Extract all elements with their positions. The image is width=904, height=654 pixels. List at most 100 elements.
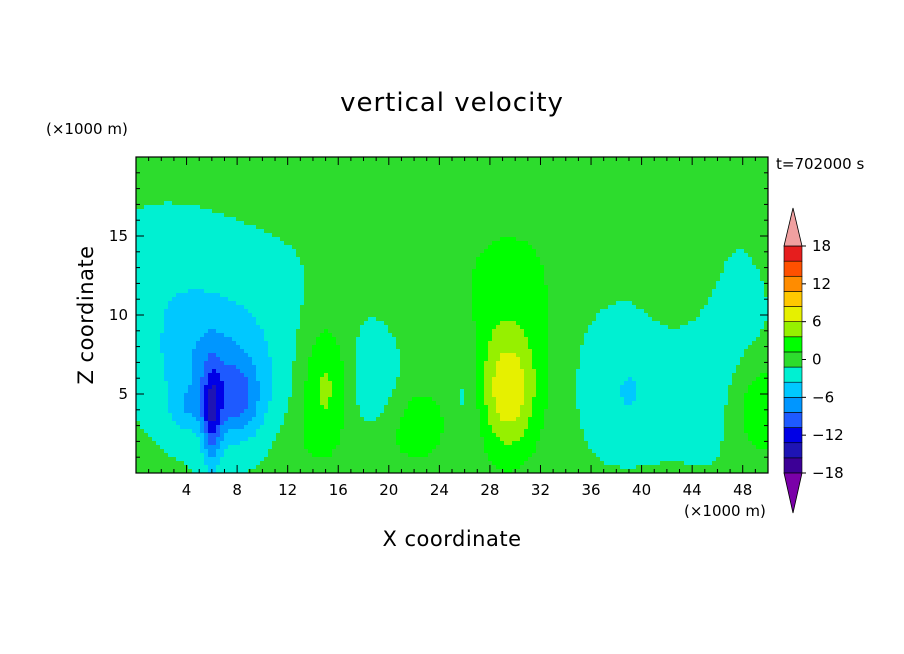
field-cell — [320, 221, 325, 226]
field-cell — [384, 245, 389, 250]
field-cell — [300, 229, 305, 234]
field-cell — [236, 237, 241, 242]
field-cell — [180, 245, 185, 250]
field-cell — [196, 209, 201, 214]
field-cell — [152, 237, 157, 242]
field-cell — [536, 261, 541, 266]
field-cell — [404, 249, 409, 254]
field-cell — [144, 185, 149, 190]
field-cell — [736, 273, 741, 278]
field-cell — [264, 201, 269, 206]
field-cell — [320, 213, 325, 218]
field-cell — [312, 205, 317, 210]
field-cell — [676, 193, 681, 198]
field-cell — [452, 189, 457, 194]
field-cell — [336, 209, 341, 214]
field-cell — [488, 201, 493, 206]
field-cell — [716, 157, 721, 162]
field-cell — [668, 157, 673, 162]
field-cell — [176, 245, 181, 250]
field-cell — [520, 245, 525, 250]
field-cell — [232, 201, 237, 206]
field-cell — [412, 257, 417, 262]
field-cell — [620, 265, 625, 270]
field-cell — [744, 193, 749, 198]
field-cell — [536, 201, 541, 206]
field-cell — [692, 185, 697, 190]
field-cell — [324, 165, 329, 170]
field-cell — [636, 249, 641, 254]
field-cell — [640, 237, 645, 242]
field-cell — [320, 165, 325, 170]
field-cell — [716, 245, 721, 250]
field-cell — [268, 209, 273, 214]
field-cell — [444, 185, 449, 190]
field-cell — [752, 241, 757, 246]
field-cell — [644, 249, 649, 254]
field-cell — [696, 277, 701, 282]
field-cell — [396, 177, 401, 182]
field-cell — [708, 197, 713, 202]
field-cell — [476, 173, 481, 178]
field-cell — [644, 161, 649, 166]
field-cell — [292, 277, 297, 282]
field-cell — [160, 181, 165, 186]
field-cell — [608, 157, 613, 162]
field-cell — [764, 273, 768, 278]
field-cell — [708, 241, 713, 246]
field-cell — [244, 185, 249, 190]
field-cell — [168, 197, 173, 202]
field-cell — [740, 221, 745, 226]
field-cell — [212, 229, 217, 234]
field-cell — [724, 261, 729, 266]
field-cell — [628, 213, 633, 218]
field-cell — [476, 229, 481, 234]
field-cell — [612, 277, 617, 282]
field-cell — [448, 201, 453, 206]
field-cell — [452, 253, 457, 258]
field-cell — [180, 213, 185, 218]
field-cell — [532, 193, 537, 198]
field-cell — [660, 253, 665, 258]
field-cell — [308, 213, 313, 218]
field-cell — [756, 273, 761, 278]
field-cell — [396, 209, 401, 214]
field-cell — [684, 229, 689, 234]
field-cell — [400, 277, 405, 282]
field-cell — [444, 225, 449, 230]
field-cell — [384, 257, 389, 262]
field-cell — [324, 273, 329, 278]
field-cell — [520, 277, 525, 282]
field-cell — [212, 265, 217, 270]
field-cell — [708, 173, 713, 178]
field-cell — [220, 225, 225, 230]
field-cell — [728, 245, 733, 250]
field-cell — [384, 213, 389, 218]
field-cell — [304, 217, 309, 222]
field-cell — [372, 209, 377, 214]
field-cell — [304, 173, 309, 178]
field-cell — [600, 221, 605, 226]
field-cell — [472, 273, 477, 278]
field-cell — [676, 221, 681, 226]
field-cell — [212, 277, 217, 282]
field-cell — [400, 245, 405, 250]
field-cell — [168, 185, 173, 190]
field-cell — [324, 193, 329, 198]
field-cell — [516, 197, 521, 202]
field-cell — [636, 269, 641, 274]
field-cell — [508, 277, 513, 282]
field-cell — [468, 245, 473, 250]
field-cell — [304, 213, 309, 218]
field-cell — [260, 205, 265, 210]
field-cell — [312, 281, 317, 286]
field-cell — [640, 229, 645, 234]
field-cell — [728, 265, 733, 270]
field-cell — [740, 269, 745, 274]
field-cell — [336, 185, 341, 190]
field-cell — [672, 261, 677, 266]
field-cell — [488, 189, 493, 194]
field-cell — [408, 233, 413, 238]
field-cell — [456, 161, 461, 166]
field-cell — [440, 177, 445, 182]
